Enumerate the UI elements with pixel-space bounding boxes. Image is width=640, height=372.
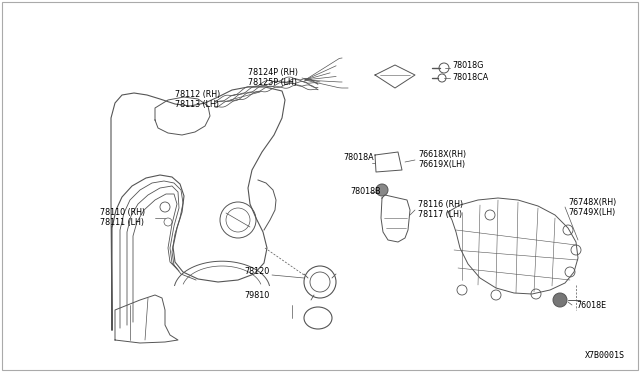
Circle shape <box>553 293 567 307</box>
Text: 78018CA: 78018CA <box>452 74 488 83</box>
Text: 78111 (LH): 78111 (LH) <box>100 218 144 228</box>
Text: 78110 (RH): 78110 (RH) <box>100 208 145 218</box>
Circle shape <box>376 184 388 196</box>
Text: 78018A: 78018A <box>343 154 374 163</box>
Text: 78117 (LH): 78117 (LH) <box>418 211 462 219</box>
Text: 78018G: 78018G <box>452 61 483 70</box>
Text: 78116 (RH): 78116 (RH) <box>418 201 463 209</box>
Text: 78113 (LH): 78113 (LH) <box>175 100 219 109</box>
Text: 76618X(RH): 76618X(RH) <box>418 151 466 160</box>
Text: 78124P (RH): 78124P (RH) <box>248 68 298 77</box>
Text: 76749X(LH): 76749X(LH) <box>568 208 615 217</box>
Text: X7B0001S: X7B0001S <box>585 351 625 360</box>
Text: 78125P (LH): 78125P (LH) <box>248 78 297 87</box>
Text: 78112 (RH): 78112 (RH) <box>175 90 220 99</box>
Text: 78120: 78120 <box>244 267 270 276</box>
Text: 78018B: 78018B <box>350 187 381 196</box>
Text: 76748X(RH): 76748X(RH) <box>568 198 616 206</box>
Text: 76018E: 76018E <box>576 301 606 310</box>
Text: 76619X(LH): 76619X(LH) <box>418 160 465 170</box>
Text: 79810: 79810 <box>244 291 270 299</box>
